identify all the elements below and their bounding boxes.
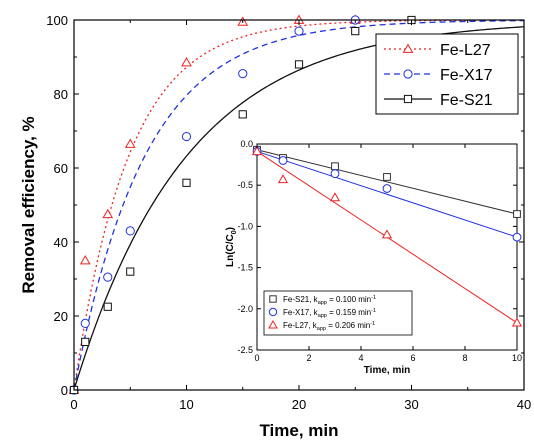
inset-x-tick-label: 4 — [358, 353, 363, 363]
legend-label: Fe-S21 — [440, 92, 493, 109]
x-axis-label: Time, min — [259, 421, 338, 440]
inset-data-point — [383, 173, 391, 181]
inset-legend-box — [263, 290, 413, 336]
data-point — [126, 267, 135, 276]
inset-series — [251, 146, 523, 327]
inset-data-point — [381, 229, 393, 239]
data-point — [102, 208, 114, 219]
inset-data-point — [382, 184, 392, 193]
data-point — [125, 226, 135, 236]
x-tick-label: 0 — [70, 397, 77, 412]
x-tick-label: 30 — [404, 397, 418, 412]
inset-y-tick-label: -1.5 — [237, 263, 253, 273]
fit-curve-fe-x17 — [73, 19, 525, 391]
inset-data-point — [513, 210, 521, 218]
inset-x-tick-label: 2 — [306, 353, 311, 363]
inset-x-tick-label: 6 — [410, 353, 415, 363]
inset-legend-label: Fe-S21, kapp = 0.100 min-1 — [283, 295, 376, 306]
data-point — [81, 337, 90, 346]
inset-y-axis-label: Ln(C/C0) — [225, 227, 238, 267]
inset-data-point — [277, 174, 289, 184]
y-axis-label: Removal efficiency, % — [19, 116, 38, 293]
data-point — [238, 110, 247, 119]
fit-curves — [73, 19, 525, 391]
inset-data-point — [329, 192, 341, 202]
x-tick-label: 10 — [179, 397, 193, 412]
data-point — [351, 27, 360, 36]
data-point — [294, 60, 304, 69]
legend-label: Fe-L27 — [440, 42, 491, 59]
data-point — [294, 26, 304, 36]
y-tick-label: 20 — [54, 309, 68, 324]
data-point — [103, 302, 112, 311]
inset-plot: 0 2 4 6 8 10 0.0 -0.5 -1.0 -1.5 -2.0 -2.5 Time, min L… — [225, 139, 523, 376]
inset-legend-marker — [269, 295, 277, 303]
legend-marker — [403, 94, 413, 104]
data-point — [181, 57, 192, 67]
legend-marker — [402, 43, 414, 53]
data-point — [181, 131, 192, 142]
data-point — [238, 69, 248, 79]
inset-legend-marker — [268, 319, 278, 329]
inset-data-point — [278, 156, 288, 165]
inset-legend-marker — [268, 307, 278, 317]
inset-fit-line — [256, 149, 518, 215]
data-point — [80, 318, 90, 328]
inset-data-point — [512, 232, 522, 242]
inset-y-tick-label: -2.0 — [237, 304, 253, 314]
inset-legend: Fe-S21, kapp = 0.100 min-1 Fe-X17, kapp =… — [263, 290, 413, 336]
y-tick-label: 100 — [46, 13, 68, 28]
x-tick-label: 40 — [517, 397, 531, 412]
inset-y-tick-label: -1.0 — [237, 221, 253, 231]
inset-legend-label: Fe-L27, kapp = 0.206 min-1 — [283, 321, 375, 332]
y-tick-label: 40 — [54, 235, 68, 250]
inset-x-tick-label: 0 — [254, 353, 259, 363]
legend-marker — [403, 69, 413, 79]
data-point — [79, 254, 91, 265]
data-point — [124, 138, 136, 148]
legend-label: Fe-X17 — [440, 67, 493, 84]
inset-axes: 0 2 4 6 8 10 0.0 -0.5 -1.0 -1.5 -2.0 -2.5 Time, min L… — [225, 139, 522, 376]
inset-data-point — [331, 162, 339, 171]
inset-x-tick-label: 10 — [512, 353, 522, 363]
inset-data-point — [251, 146, 263, 156]
y-tick-label: 60 — [54, 161, 68, 176]
inset-x-axis-label: Time, min — [364, 365, 411, 376]
data-point — [182, 178, 191, 187]
inset-legend-label: Fe-X17, kapp = 0.159 min-1 — [283, 308, 376, 319]
inset-x-tick-label: 8 — [462, 353, 467, 363]
y-tick-label: 80 — [54, 87, 68, 102]
inset-data-point — [330, 169, 340, 179]
inset-y-tick-label: 0.0 — [240, 139, 253, 149]
x-tick-label: 20 — [292, 397, 306, 412]
inset-y-tick-label: -0.5 — [237, 180, 253, 190]
y-tick-label: 0 — [61, 383, 68, 398]
fit-curve-fe-s21 — [73, 26, 525, 391]
data-point — [103, 272, 113, 282]
inset-y-tick-label: -2.5 — [237, 345, 253, 355]
inset-data-point — [511, 317, 523, 327]
main-legend: Fe-L27 Fe-X17 Fe-S21 — [375, 33, 519, 115]
inset-fit-line — [256, 150, 518, 238]
